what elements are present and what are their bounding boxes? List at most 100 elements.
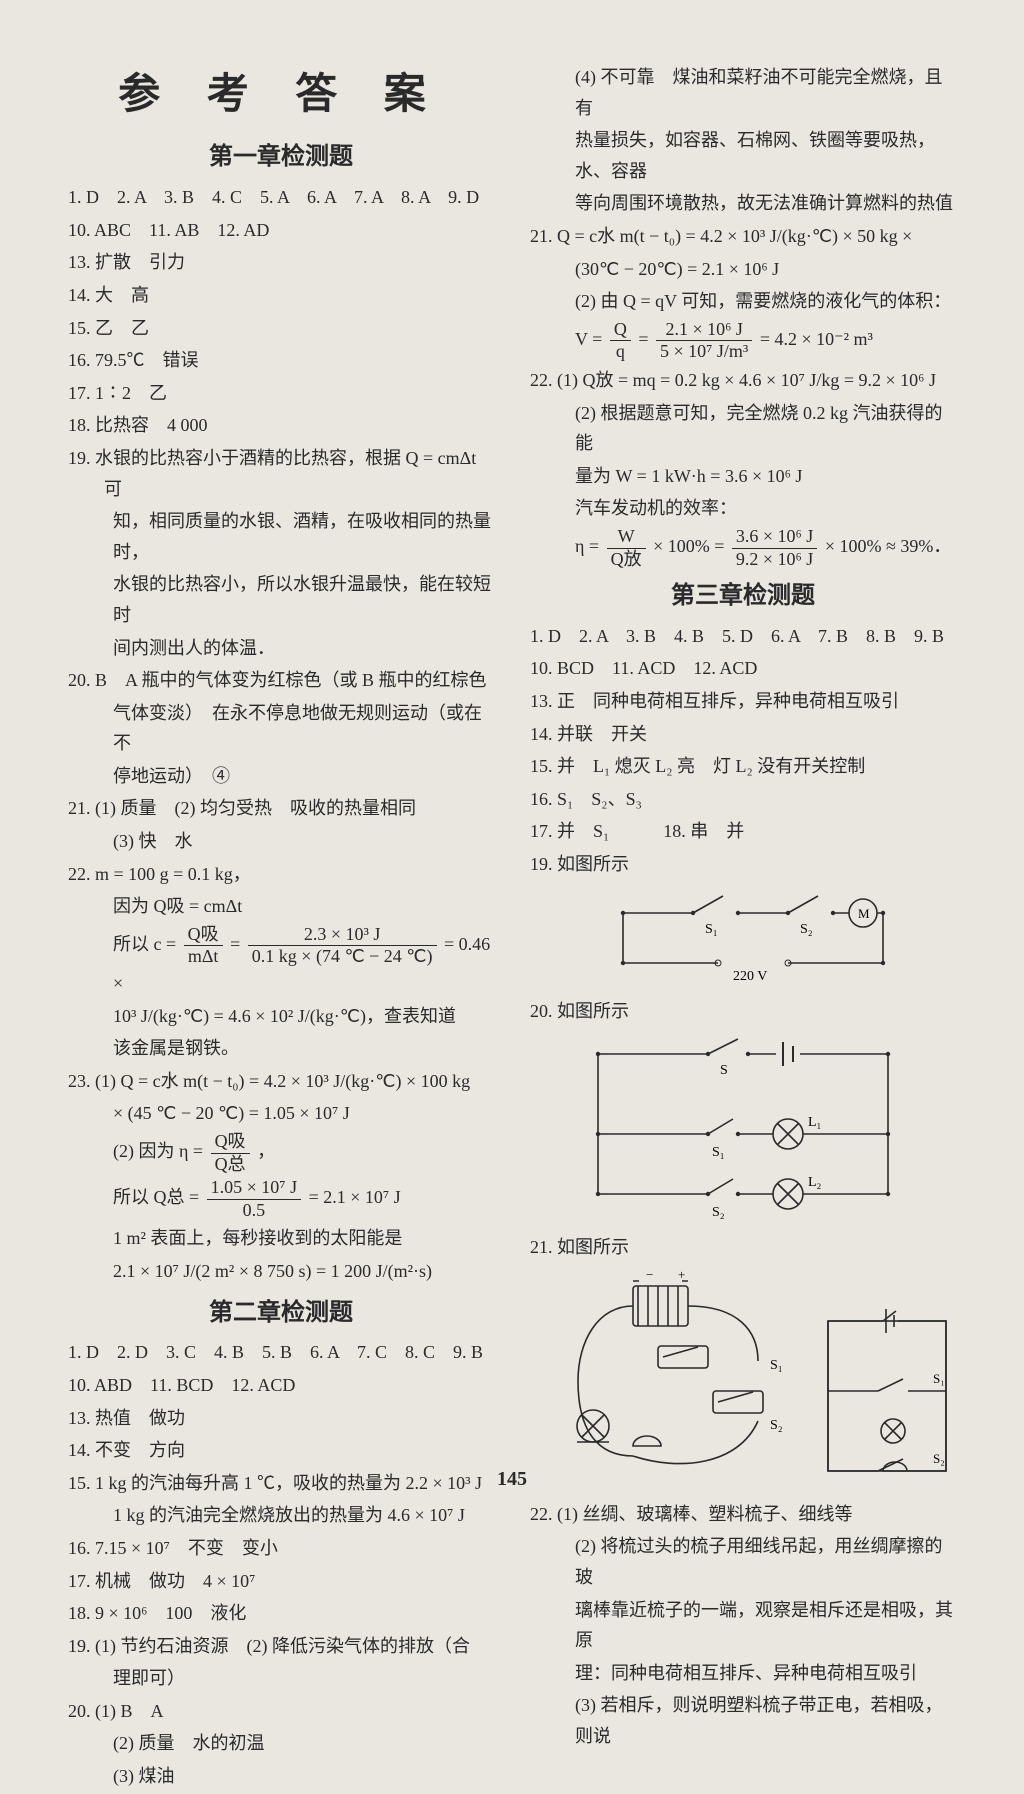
label: S₁ xyxy=(712,1145,725,1160)
answer-line: 璃棒靠近梳子的一端，观察是相斥还是相吸，其原 xyxy=(530,1595,956,1656)
answer-line: 停地运动） ④ xyxy=(68,761,494,792)
text: = xyxy=(230,934,245,954)
answer-line: 18. 比热容 4 000 xyxy=(68,410,494,441)
label: S₁ xyxy=(770,1358,783,1373)
answer-line: (2) 根据题意可知，完全燃烧 0.2 kg 汽油获得的能 xyxy=(530,398,956,459)
label: S₂ xyxy=(770,1418,783,1433)
answer-line: 热量损失，如容器、石棉网、铁圈等要吸热，水、容器 xyxy=(530,125,956,186)
answer-line: (2) 由 Q = qV 可知，需要燃烧的液化气的体积： xyxy=(530,286,956,317)
text: = 4.2 × 10⁻² m³ xyxy=(760,329,873,349)
answer-line: 理：同种电荷相互排斥、异种电荷相互吸引 xyxy=(530,1658,956,1689)
answer-line: (3) 若相斥，则说明塑料梳子带正电，若相吸，则说 xyxy=(530,1690,956,1751)
answer-line: 水银的比热容小，所以水银升温最快，能在较短时 xyxy=(68,569,494,630)
answer-line: 14. 大 高 xyxy=(68,280,494,311)
label: S₂ xyxy=(712,1205,725,1220)
answer-line: 2.1 × 10⁷ J/(2 m² × 8 750 s) = 1 200 J/(… xyxy=(68,1256,494,1287)
answer-line: 10³ J/(kg·℃) = 4.6 × 10² J/(kg·℃)，查表知道 xyxy=(68,1001,494,1032)
answer-line: 14. 并联 开关 xyxy=(530,719,956,750)
text: 所以 c = xyxy=(113,934,181,954)
answer-line: 18. 9 × 10⁶ 100 液化 xyxy=(68,1598,494,1629)
label: 220 V xyxy=(733,969,767,984)
answer-line: 汽车发动机的效率： xyxy=(530,493,956,524)
answer-line: 20. 如图所示 xyxy=(530,996,956,1027)
label: S₂ xyxy=(800,922,813,937)
answer-line: 10. ABC 11. AB 12. AD xyxy=(68,215,494,246)
chapter-1-title: 第一章检测题 xyxy=(68,137,494,178)
answer-line: 10. BCD 11. ACD 12. ACD xyxy=(530,653,956,684)
fraction: 2.3 × 10³ J 0.1 kg × (74 ℃ − 24 ℃) xyxy=(248,924,437,968)
text: × 100% = xyxy=(653,536,729,556)
answer-line: 10. ABD 11. BCD 12. ACD xyxy=(68,1370,494,1401)
answer-line: 20. (1) B A xyxy=(68,1696,494,1727)
text: η = xyxy=(575,536,604,556)
answer-line: 23. (1) Q = c水 m(t − t₀) = 4.2 × 10³ J/(… xyxy=(68,1066,494,1097)
answer-line: 1. D 2. A 3. B 4. C 5. A 6. A 7. A 8. A … xyxy=(68,182,494,213)
fraction: 3.6 × 10⁶ J 9.2 × 10⁶ J xyxy=(732,526,817,570)
answer-line: 1. D 2. D 3. C 4. B 5. B 6. A 7. C 8. C … xyxy=(68,1337,494,1368)
circuit-diagram-20: S S₁ S₂ L₁ L₂ xyxy=(578,1034,908,1224)
answer-line: 19. 如图所示 xyxy=(530,849,956,880)
answer-line: 19. 水银的比热容小于酒精的比热容，根据 Q = cmΔt 可 xyxy=(68,443,494,504)
answer-line: 13. 扩散 引力 xyxy=(68,247,494,278)
answer-line: 21. (1) 质量 (2) 均匀受热 吸收的热量相同 xyxy=(68,793,494,824)
formula-line: 所以 c = Q吸 mΔt = 2.3 × 10³ J 0.1 kg × (74… xyxy=(68,924,494,999)
answer-line: 20. B A 瓶中的气体变为红棕色（或 B 瓶中的红棕色 xyxy=(68,665,494,696)
answer-line: 22. (1) 丝绸、玻璃棒、塑料梳子、细线等 xyxy=(530,1499,956,1530)
answer-line: 21. Q = c水 m(t − t₀) = 4.2 × 10³ J/(kg·℃… xyxy=(530,221,956,252)
label: − xyxy=(646,1271,653,1282)
formula-line: V = Q q = 2.1 × 10⁶ J 5 × 10⁷ J/m³ = 4.2… xyxy=(530,319,956,363)
answer-line: 17. 并 S₁ 18. 串 并 xyxy=(530,816,956,847)
label: + xyxy=(678,1271,685,1282)
answer-line: 知，相同质量的水银、酒精，在吸收相同的热量时， xyxy=(68,506,494,567)
label: S₁ xyxy=(933,1371,945,1386)
answer-line: 13. 正 同种电荷相互排斥，异种电荷相互吸引 xyxy=(530,686,956,717)
text: V = xyxy=(575,329,607,349)
label: L₁ xyxy=(808,1115,821,1130)
answer-line: 间内测出人的体温． xyxy=(68,633,494,664)
text: 所以 Q总 = xyxy=(113,1187,204,1207)
label: S₁ xyxy=(705,922,718,937)
label: L₂ xyxy=(808,1175,822,1190)
answer-line: 该金属是钢铁。 xyxy=(68,1033,494,1064)
answer-line: 1. D 2. A 3. B 4. B 5. D 6. A 7. B 8. B … xyxy=(530,621,956,652)
answer-line: 理即可） xyxy=(68,1663,494,1694)
fraction: 2.1 × 10⁶ J 5 × 10⁷ J/m³ xyxy=(656,319,752,363)
answer-line: (4) 不可靠 煤油和菜籽油不可能完全燃烧，且有 xyxy=(530,62,956,123)
answer-line: 15. 并 L₁ 熄灭 L₂ 亮 灯 L₂ 没有开关控制 xyxy=(530,751,956,782)
page-number: 145 xyxy=(0,1462,1024,1496)
fraction: Q q xyxy=(610,319,631,363)
fraction: 1.05 × 10⁷ J 0.5 xyxy=(207,1177,301,1221)
main-title: 参 考 答 案 xyxy=(68,60,494,131)
text: = xyxy=(638,329,653,349)
answer-line: 15. 乙 乙 xyxy=(68,313,494,344)
answer-line: (30℃ − 20℃) = 2.1 × 10⁶ J xyxy=(530,254,956,285)
answer-line: (2) 质量 水的初温 xyxy=(68,1728,494,1759)
label: S xyxy=(720,1063,728,1078)
answer-line: 17. 1∶2 乙 xyxy=(68,378,494,409)
text: = 2.1 × 10⁷ J xyxy=(309,1187,401,1207)
answer-line: 17. 机械 做功 4 × 10⁷ xyxy=(68,1566,494,1597)
left-column: 参 考 答 案 第一章检测题 1. D 2. A 3. B 4. C 5. A … xyxy=(68,60,494,1794)
fraction: W Q放 xyxy=(607,526,646,570)
fraction: Q吸 Q总 xyxy=(211,1131,250,1175)
answer-line: 1 kg 的汽油完全燃烧放出的热量为 4.6 × 10⁷ J xyxy=(68,1500,494,1531)
answer-line: 13. 热值 做功 xyxy=(68,1403,494,1434)
chapter-3-title: 第三章检测题 xyxy=(530,576,956,617)
answer-line: 1 m² 表面上，每秒接收到的太阳能是 xyxy=(68,1223,494,1254)
answer-line: 21. 如图所示 xyxy=(530,1232,956,1263)
answer-line: (2) 将梳过头的梳子用细线吊起，用丝绸摩擦的玻 xyxy=(530,1531,956,1592)
text: × 100% ≈ 39%． xyxy=(825,536,952,556)
answer-line: 气体变淡） 在永不停息地做无规则运动（或在不 xyxy=(68,698,494,759)
answer-line: (3) 煤油 xyxy=(68,1761,494,1792)
circuit-diagram-21: − + S₁ S₂ S₁ S₂ xyxy=(538,1271,948,1491)
chapter-2-title: 第二章检测题 xyxy=(68,1293,494,1334)
answer-line: (3) 快 水 xyxy=(68,826,494,857)
text: ， xyxy=(257,1141,275,1161)
circuit-diagram-19: S₁ S₂ M 220 V xyxy=(593,888,893,988)
answer-line: × (45 ℃ − 20 ℃) = 1.05 × 10⁷ J xyxy=(68,1098,494,1129)
answer-line: 等向周围环境散热，故无法准确计算燃料的热值 xyxy=(530,188,956,219)
answer-line: 16. 7.15 × 10⁷ 不变 变小 xyxy=(68,1533,494,1564)
formula-line: η = W Q放 × 100% = 3.6 × 10⁶ J 9.2 × 10⁶ … xyxy=(530,526,956,570)
label: M xyxy=(858,906,870,921)
answer-line: 因为 Q吸 = cmΔt xyxy=(68,891,494,922)
